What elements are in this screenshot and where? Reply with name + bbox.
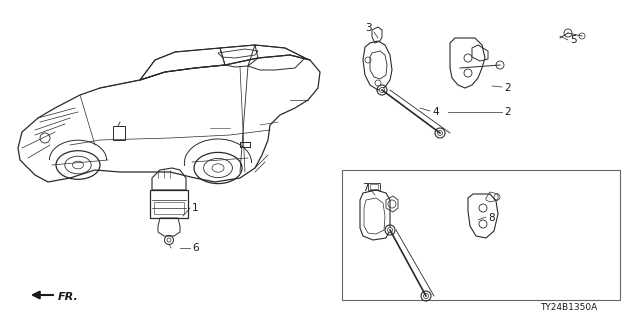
Bar bbox=[370, 184, 378, 189]
Bar bbox=[150, 190, 188, 218]
Text: FR.: FR. bbox=[58, 292, 79, 302]
Circle shape bbox=[438, 131, 442, 135]
Bar bbox=[154, 202, 184, 214]
Text: 1: 1 bbox=[192, 203, 198, 213]
Text: 5: 5 bbox=[570, 35, 577, 45]
Text: 6: 6 bbox=[192, 243, 198, 253]
Text: 2: 2 bbox=[504, 107, 511, 117]
Circle shape bbox=[380, 87, 385, 92]
Text: TY24B1350A: TY24B1350A bbox=[540, 303, 597, 313]
Bar bbox=[342, 170, 620, 300]
Bar bbox=[113, 126, 125, 140]
Text: 3: 3 bbox=[365, 23, 372, 33]
Circle shape bbox=[424, 293, 429, 299]
Text: 7: 7 bbox=[362, 183, 369, 193]
Text: 4: 4 bbox=[432, 107, 438, 117]
Text: 2: 2 bbox=[504, 83, 511, 93]
Circle shape bbox=[387, 228, 392, 233]
Text: 8: 8 bbox=[488, 213, 495, 223]
